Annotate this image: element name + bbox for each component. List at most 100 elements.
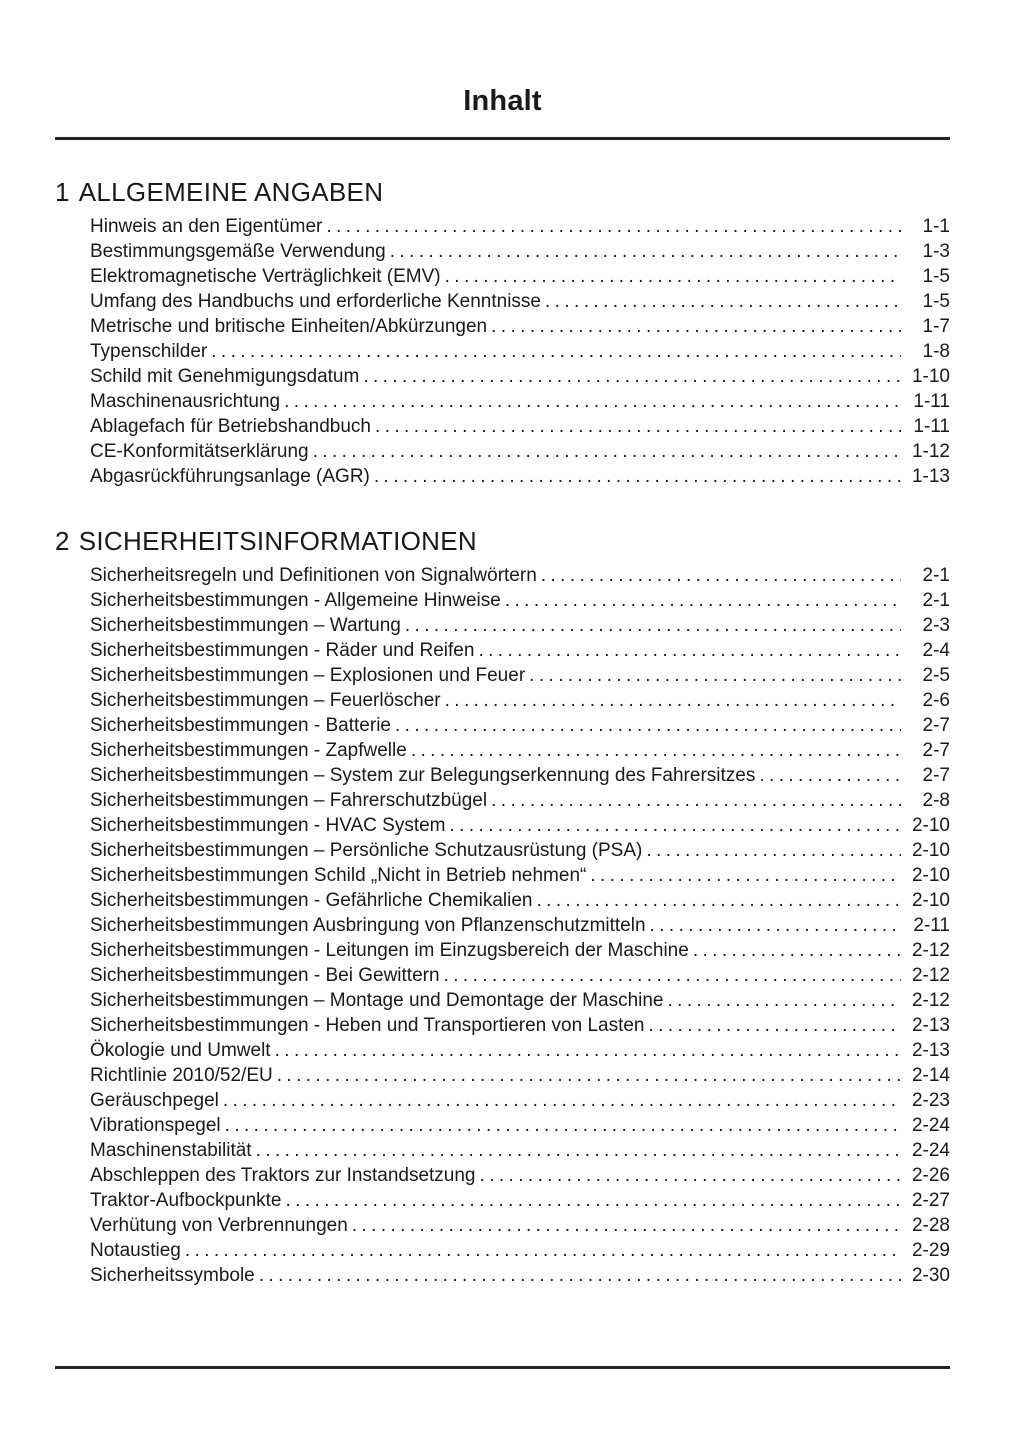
toc-entry[interactable]: Sicherheitsbestimmungen – Explosionen un… — [90, 663, 950, 688]
toc-entry-label: Sicherheitsbestimmungen - Heben und Tran… — [90, 1015, 645, 1036]
toc-entry[interactable]: Ökologie und Umwelt 2-13 — [90, 1038, 950, 1063]
dot-leader — [536, 888, 901, 913]
toc-entry-page: 2-10 — [911, 815, 950, 836]
toc-section: 2 SICHERHEITSINFORMATIONEN Sicherheitsreg… — [55, 489, 950, 1288]
section-title: ALLGEMEINE ANGABEN — [78, 177, 384, 207]
dot-leader — [445, 688, 901, 713]
dot-leader — [668, 988, 902, 1013]
toc-entry[interactable]: Sicherheitsbestimmungen - Gefährliche Ch… — [90, 888, 950, 913]
toc-entry[interactable]: Verhütung von Verbrennungen 2-28 — [90, 1213, 950, 1238]
toc-entry[interactable]: Sicherheitsbestimmungen - Bei Gewittern … — [90, 963, 950, 988]
toc-entry[interactable]: CE-Konformitätserklärung 1-12 — [90, 439, 950, 464]
toc-entry-page: 2-3 — [922, 615, 950, 636]
toc-entry-page: 1-5 — [922, 266, 950, 287]
toc-entry[interactable]: Sicherheitsbestimmungen - Batterie 2-7 — [90, 713, 950, 738]
toc-entry[interactable]: Sicherheitsbestimmungen – Montage und De… — [90, 988, 950, 1013]
toc-entry-page: 2-29 — [911, 1240, 950, 1261]
toc-entry[interactable]: Richtlinie 2010/52/EU 2-14 — [90, 1063, 950, 1088]
dot-leader — [590, 863, 901, 888]
toc-entry[interactable]: Sicherheitssymbole 2-30 — [90, 1263, 950, 1288]
toc-entry[interactable]: Ablagefach für Betriebshandbuch 1-11 — [90, 414, 950, 439]
toc-entry-label: Elektromagnetische Verträglichkeit (EMV) — [90, 266, 441, 287]
toc-entry[interactable]: Vibrationspegel 2-24 — [90, 1113, 950, 1138]
toc-entry-page: 2-11 — [913, 915, 950, 936]
toc-entry[interactable]: Sicherheitsbestimmungen – Fahrerschutzbü… — [90, 788, 950, 813]
toc-sections: 1 ALLGEMEINE ANGABEN Hinweis an den Eigen… — [55, 140, 950, 1288]
dot-leader — [390, 239, 901, 264]
toc-entry[interactable]: Sicherheitsregeln und Definitionen von S… — [90, 563, 950, 588]
toc-entry[interactable]: Sicherheitsbestimmungen - Allgemeine Hin… — [90, 588, 950, 613]
toc-entry-page: 2-24 — [911, 1115, 950, 1136]
dot-leader — [211, 339, 901, 364]
toc-entry[interactable]: Schild mit Genehmigungsdatum 1-10 — [90, 364, 950, 389]
dot-leader — [450, 813, 902, 838]
toc-entry[interactable]: Traktor-Aufbockpunkte 2-27 — [90, 1188, 950, 1213]
toc-entry[interactable]: Sicherheitsbestimmungen – Wartung 2-3 — [90, 613, 950, 638]
toc-entry[interactable]: Bestimmungsgemäße Verwendung 1-3 — [90, 239, 950, 264]
toc-entry-label: Sicherheitssymbole — [90, 1265, 255, 1286]
toc-entry-label: Schild mit Genehmigungsdatum — [90, 366, 360, 387]
section-heading: 1 ALLGEMEINE ANGABEN — [55, 177, 950, 207]
toc-entry[interactable]: Elektromagnetische Verträglichkeit (EMV)… — [90, 264, 950, 289]
toc-entry-page: 1-13 — [911, 466, 950, 487]
dot-leader — [529, 663, 901, 688]
toc-entry[interactable]: Hinweis an den Eigentümer 1-1 — [90, 214, 950, 239]
toc-entry-label: Verhütung von Verbrennungen — [90, 1215, 348, 1236]
toc-entry[interactable]: Maschinenausrichtung 1-11 — [90, 389, 950, 414]
toc-entry[interactable]: Sicherheitsbestimmungen - HVAC System 2-… — [90, 813, 950, 838]
dot-leader — [286, 1188, 902, 1213]
toc-entry-label: Geräuschpegel — [90, 1090, 219, 1111]
toc-entry[interactable]: Typenschilder 1-8 — [90, 339, 950, 364]
toc-entry-page: 2-7 — [922, 765, 950, 786]
toc-entry-label: Notaustieg — [90, 1240, 181, 1261]
toc-entry[interactable]: Abgasrückführungsanlage (AGR) 1-13 — [90, 464, 950, 489]
toc-entry-page: 2-12 — [911, 990, 950, 1011]
toc-entry-label: Ökologie und Umwelt — [90, 1040, 271, 1061]
section-heading: 2 SICHERHEITSINFORMATIONEN — [55, 526, 950, 556]
toc-entry-page: 2-10 — [911, 865, 950, 886]
toc-entry[interactable]: Sicherheitsbestimmungen Schild „Nicht in… — [90, 863, 950, 888]
toc-entry[interactable]: Metrische und britische Einheiten/Abkürz… — [90, 314, 950, 339]
dot-leader — [411, 738, 901, 763]
toc-entry[interactable]: Sicherheitsbestimmungen - Heben und Tran… — [90, 1013, 950, 1038]
dot-leader — [505, 588, 901, 613]
toc-entry[interactable]: Sicherheitsbestimmungen - Zapfwelle 2-7 — [90, 738, 950, 763]
toc-entry[interactable]: Sicherheitsbestimmungen – Feuerlöscher 2… — [90, 688, 950, 713]
toc-entry[interactable]: Maschinenstabilität 2-24 — [90, 1138, 950, 1163]
toc-entry[interactable]: Notaustieg 2-29 — [90, 1238, 950, 1263]
toc-entry-page: 2-5 — [922, 665, 950, 686]
page-title: Inhalt — [463, 85, 542, 117]
toc-entry[interactable]: Abschleppen des Traktors zur Instandsetz… — [90, 1163, 950, 1188]
toc-entry[interactable]: Sicherheitsbestimmungen – System zur Bel… — [90, 763, 950, 788]
toc-entry-page: 2-12 — [911, 940, 950, 961]
toc-entry-page: 2-7 — [922, 740, 950, 761]
toc-entry[interactable]: Sicherheitsbestimmungen - Räder und Reif… — [90, 638, 950, 663]
toc-entry-label: Sicherheitsbestimmungen – Persönliche Sc… — [90, 840, 643, 861]
dot-leader — [395, 713, 901, 738]
toc-entry-page: 2-23 — [911, 1090, 950, 1111]
toc-entry-label: Sicherheitsbestimmungen – Montage und De… — [90, 990, 664, 1011]
toc-entry-page: 2-28 — [911, 1215, 950, 1236]
toc-entry-page: 1-12 — [911, 441, 950, 462]
section-number: 1 — [55, 177, 70, 207]
toc-entry-label: Sicherheitsbestimmungen - HVAC System — [90, 815, 446, 836]
toc-entry-label: Metrische und britische Einheiten/Abkürz… — [90, 316, 488, 337]
dot-leader — [444, 963, 901, 988]
toc-entry-label: Sicherheitsbestimmungen - Allgemeine Hin… — [90, 590, 501, 611]
section-entries: Hinweis an den Eigentümer 1-1 Bestimmung… — [90, 214, 950, 489]
toc-entry[interactable]: Sicherheitsbestimmungen - Leitungen im E… — [90, 938, 950, 963]
toc-entry-page: 2-1 — [922, 565, 950, 586]
toc-entry[interactable]: Geräuschpegel 2-23 — [90, 1088, 950, 1113]
toc-entry-page: 2-24 — [911, 1140, 950, 1161]
toc-entry-page: 2-10 — [911, 890, 950, 911]
toc-entry-label: CE-Konformitätserklärung — [90, 441, 309, 462]
toc-entry[interactable]: Sicherheitsbestimmungen Ausbringung von … — [90, 913, 950, 938]
toc-entry-label: Sicherheitsregeln und Definitionen von S… — [90, 565, 537, 586]
toc-entry-label: Sicherheitsbestimmungen – Explosionen un… — [90, 665, 526, 686]
toc-entry-page: 2-27 — [911, 1190, 950, 1211]
toc-entry-label: Abschleppen des Traktors zur Instandsetz… — [90, 1165, 476, 1186]
toc-entry[interactable]: Sicherheitsbestimmungen – Persönliche Sc… — [90, 838, 950, 863]
toc-entry-page: 2-14 — [911, 1065, 950, 1086]
toc-entry[interactable]: Umfang des Handbuchs und erforderliche K… — [90, 289, 950, 314]
